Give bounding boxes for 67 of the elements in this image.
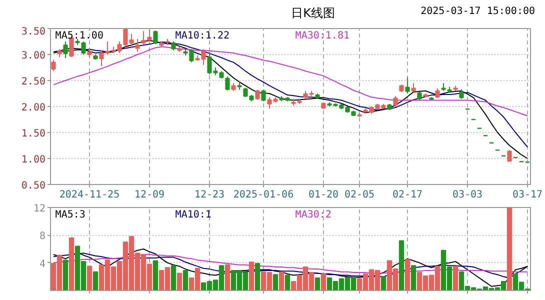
text: MA30:2 <box>295 210 332 220</box>
bar <box>404 258 410 290</box>
line-series <box>53 254 528 274</box>
candlestick <box>141 30 146 45</box>
candlestick <box>261 89 266 102</box>
text: 2025-03-17 15:00:00 <box>420 5 535 19</box>
bar <box>68 237 74 290</box>
x-tick-label: 03-03 <box>452 190 483 200</box>
x-tick-label: 02-05 <box>344 190 375 200</box>
bar <box>452 266 458 290</box>
bar <box>224 264 230 290</box>
x-tick-label: 2024-11-25 <box>59 190 120 200</box>
y-tick-label: 4 <box>39 258 46 270</box>
bar <box>380 276 386 290</box>
line-series <box>53 46 528 116</box>
candlestick <box>51 59 56 72</box>
series-label: MA10:1.22 <box>175 30 230 42</box>
candlestick <box>405 76 410 94</box>
bar <box>254 263 260 290</box>
y-tick-label: 2.50 <box>21 76 46 88</box>
candlestick <box>63 41 68 59</box>
bar <box>278 271 284 290</box>
bar <box>284 274 290 290</box>
x-tick-label: 03-17 <box>512 190 543 200</box>
bar <box>398 240 404 290</box>
text: MA5:3 <box>55 210 86 220</box>
candlestick <box>255 89 260 100</box>
y-tick-label: 2.00 <box>21 102 46 114</box>
candlestick <box>135 38 140 52</box>
line-series <box>53 252 528 279</box>
y-tick-label: 1.00 <box>21 154 46 166</box>
x-tick-label: 12-09 <box>134 190 165 200</box>
y-tick-label: 12 <box>33 204 46 214</box>
y-tick-label: 3.50 <box>21 26 46 38</box>
chart-title: 日K线图 <box>291 5 335 22</box>
y-tick-label: 8 <box>39 231 46 242</box>
y-tick-label: 0.50 <box>21 180 46 192</box>
line-series <box>53 248 528 287</box>
bar <box>182 270 188 290</box>
x-tick-label: 01-20 <box>308 190 339 200</box>
x-tick-label: 02-17 <box>392 190 423 200</box>
text: MA10:1 <box>175 210 212 220</box>
x-tick-label: 12-23 <box>194 190 225 200</box>
y-tick-label: 3.00 <box>21 50 46 62</box>
bar <box>272 274 278 290</box>
candlestick <box>435 88 440 99</box>
candlestick <box>459 88 464 100</box>
bar <box>152 260 158 290</box>
candlestick <box>153 30 158 45</box>
bar <box>410 265 416 290</box>
series-label: MA5:1.00 <box>55 30 104 42</box>
bar <box>176 272 182 290</box>
bar <box>92 271 98 290</box>
bar <box>62 260 68 290</box>
candlestick <box>81 41 86 55</box>
bar <box>248 262 254 290</box>
bar <box>314 278 320 290</box>
bar <box>170 265 176 290</box>
bar <box>506 208 512 290</box>
candlestick <box>147 29 152 42</box>
bar <box>320 273 326 290</box>
y-tick-label: 1.50 <box>21 128 46 140</box>
candlestick <box>393 96 398 107</box>
candlestick <box>225 76 230 91</box>
bar <box>86 266 92 290</box>
x-tick-label: 2025-01-06 <box>233 190 294 200</box>
text: MA30:1.81 <box>295 30 350 42</box>
